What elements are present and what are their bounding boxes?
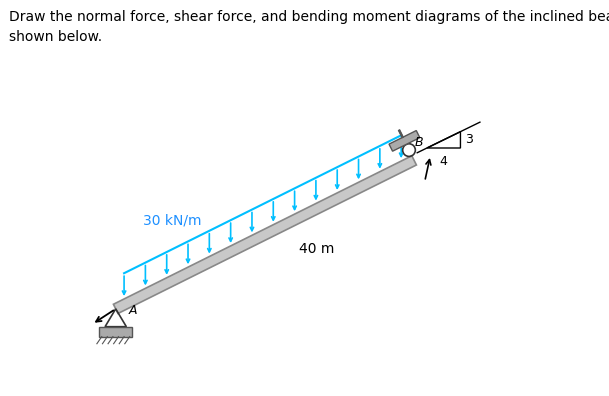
Text: Draw the normal force, shear force, and bending moment diagrams of the inclined : Draw the normal force, shear force, and … (9, 10, 609, 24)
Text: 40 m: 40 m (299, 242, 334, 256)
Text: 4: 4 (440, 155, 448, 168)
Text: B: B (415, 136, 423, 148)
Text: shown below.: shown below. (9, 30, 102, 44)
Polygon shape (389, 131, 420, 151)
Polygon shape (113, 156, 417, 314)
Text: 30 kN/m: 30 kN/m (143, 213, 202, 227)
Text: 3: 3 (465, 133, 473, 147)
FancyBboxPatch shape (99, 327, 133, 337)
Text: A: A (129, 305, 138, 317)
